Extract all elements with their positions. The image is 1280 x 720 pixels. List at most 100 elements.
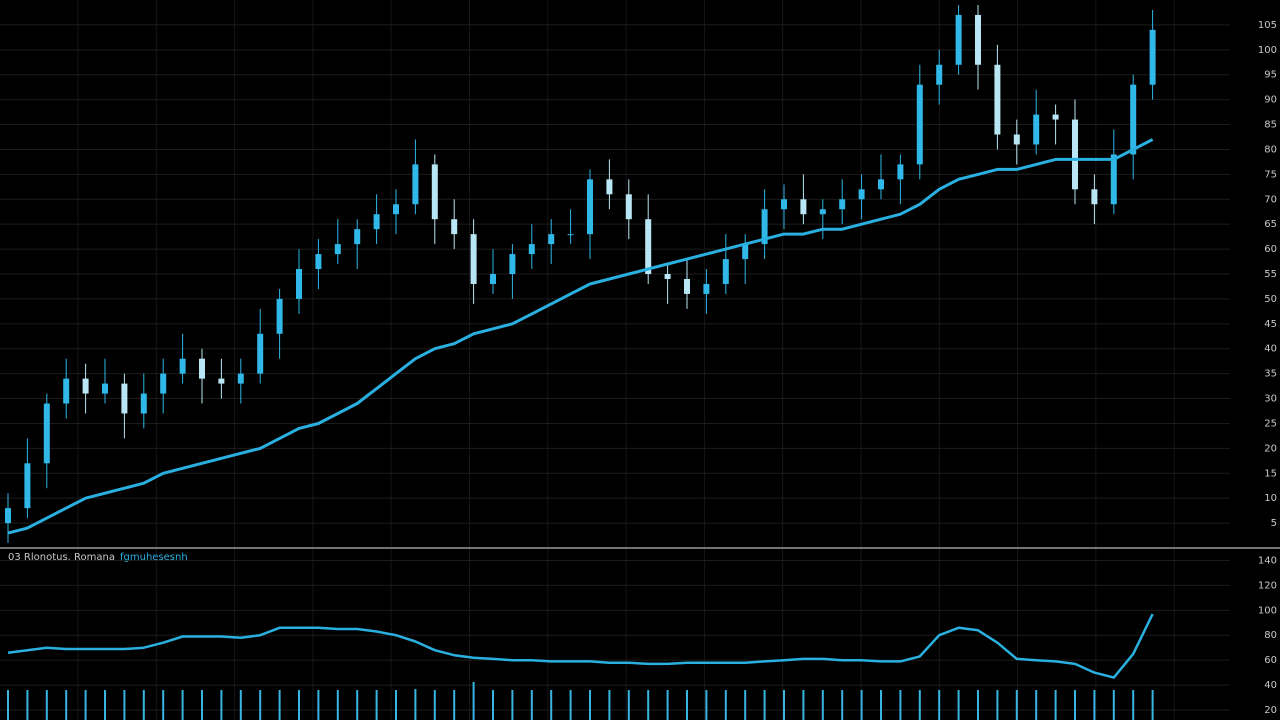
volume-bar — [763, 690, 766, 720]
volume-bar — [65, 690, 68, 720]
volume-bar — [1132, 690, 1135, 720]
volume-bar — [395, 690, 397, 720]
candle-body — [528, 244, 535, 255]
volume-bar — [841, 690, 844, 720]
candle-body — [373, 214, 380, 230]
candle-body — [878, 179, 884, 190]
candle-body — [955, 14, 962, 65]
candle-body — [334, 244, 341, 255]
volume-bar — [627, 690, 630, 720]
volume-bar — [686, 690, 688, 720]
volume-bar — [472, 682, 475, 720]
candle-body — [393, 204, 399, 215]
candle-body — [296, 269, 302, 299]
indicator-title: 03 Rlonotus. Romana — [8, 552, 115, 563]
y-tick-label: 5 — [1271, 518, 1277, 529]
y-tick-label: 85 — [1264, 120, 1277, 131]
candle-body — [121, 383, 128, 414]
volume-bar — [957, 690, 960, 720]
candle-body — [412, 164, 419, 205]
candle-body — [257, 333, 264, 374]
candle-body — [703, 283, 710, 294]
volume-bar — [860, 690, 863, 720]
volume-bar — [821, 690, 824, 720]
candle-body — [179, 358, 186, 374]
candle-body — [664, 274, 671, 279]
volume-bar — [918, 690, 921, 720]
line-series — [7, 138, 1154, 535]
y-tick-label: 45 — [1264, 319, 1277, 330]
candle-body — [5, 508, 11, 524]
candle-body — [451, 219, 458, 235]
candle-body — [1052, 114, 1059, 120]
candle-body — [1149, 29, 1156, 85]
volume-bar — [1074, 690, 1076, 720]
y-tick-label: 10 — [1264, 493, 1277, 504]
volume-bar — [45, 690, 48, 720]
y-tick-label: 100 — [1258, 45, 1277, 56]
volume-bar — [162, 690, 165, 720]
volume-bar — [26, 690, 29, 720]
y-tick-label: 60 — [1264, 655, 1277, 666]
volume-bar — [220, 690, 223, 720]
volume-bar — [104, 690, 106, 720]
volume-bar — [977, 690, 979, 720]
y-tick-label: 40 — [1264, 344, 1277, 355]
volume-bar — [589, 690, 591, 720]
volume-bar — [259, 690, 262, 720]
y-tick-label: 140 — [1258, 555, 1277, 566]
candle-body — [490, 274, 496, 284]
y-tick-label: 60 — [1264, 244, 1277, 255]
candle-body — [625, 194, 632, 220]
volume-bar — [278, 690, 281, 720]
candle-body — [975, 14, 981, 65]
volume-bar — [453, 690, 456, 720]
volume-bar — [530, 690, 533, 720]
volume-bar — [84, 690, 87, 720]
volume-bar — [1054, 690, 1057, 720]
candle-body — [800, 199, 807, 215]
candle-body — [237, 373, 244, 384]
candle-body — [819, 209, 826, 215]
candle-body — [567, 234, 574, 236]
candle-body — [742, 244, 749, 260]
volume-bar — [1093, 690, 1096, 720]
candle-body — [587, 179, 593, 235]
y-tick-label: 80 — [1264, 630, 1277, 641]
line-series — [7, 613, 1154, 679]
candle-body — [684, 278, 690, 294]
volume-bar — [356, 690, 359, 720]
volume-bar — [336, 690, 339, 720]
candle-body — [354, 229, 361, 245]
volume-bar — [1035, 690, 1038, 720]
y-tick-label: 120 — [1258, 580, 1277, 591]
volume-bar — [647, 690, 650, 720]
candle-body — [1091, 189, 1098, 205]
volume-bar — [608, 690, 611, 720]
candle-body — [1110, 154, 1117, 205]
volume-bar — [433, 690, 436, 720]
volume-bar — [1015, 690, 1018, 720]
volume-bar — [1151, 690, 1154, 720]
candle-body — [63, 378, 70, 404]
y-tick-label: 40 — [1264, 680, 1277, 691]
volume-bar — [298, 690, 300, 720]
candle-body — [431, 164, 438, 220]
y-tick-label: 20 — [1264, 705, 1277, 716]
volume-bar — [414, 689, 417, 720]
y-tick-label: 15 — [1264, 468, 1277, 479]
volume-bar — [511, 690, 514, 720]
volume-bar — [142, 690, 145, 720]
y-tick-label: 80 — [1264, 144, 1277, 155]
volume-bar — [783, 690, 785, 720]
volume-bar — [705, 690, 708, 720]
volume-bar — [666, 690, 669, 720]
candle-body — [548, 234, 555, 245]
candle-body — [994, 64, 1001, 135]
candle-body — [160, 373, 167, 394]
candle-body — [761, 209, 768, 245]
candle-body — [781, 199, 787, 210]
volume-bar — [123, 690, 126, 720]
